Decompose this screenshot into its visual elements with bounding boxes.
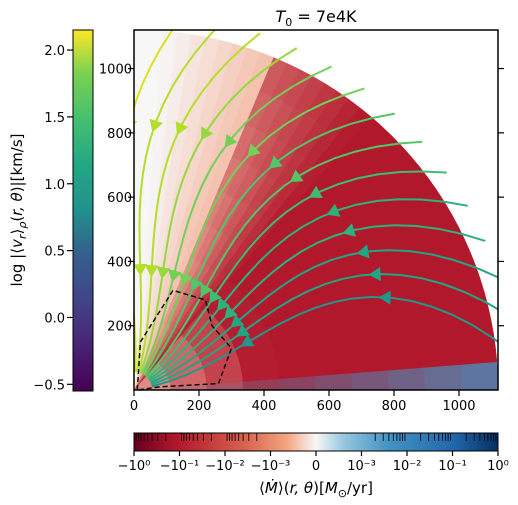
streamline-arrow xyxy=(209,289,222,304)
streamline xyxy=(137,32,261,373)
x-tick-label: 400 xyxy=(252,399,277,414)
massflux-colorbar-tick-label: 10⁰ xyxy=(487,459,509,474)
massflux-colorbar-tick-label: −10⁰ xyxy=(118,459,151,474)
y-tick-label: 600 xyxy=(107,191,132,206)
streamline xyxy=(147,170,447,380)
streamline-arrow xyxy=(156,266,171,280)
massflux-colorbar-tick-label: −10⁻² xyxy=(205,459,245,474)
heatmap-cell xyxy=(388,378,426,390)
streamline-arrow xyxy=(269,155,283,169)
streamline-arrow xyxy=(308,185,323,199)
heatmap-cell xyxy=(134,30,149,67)
streamline xyxy=(144,112,395,377)
heatmap-cell xyxy=(134,101,146,139)
y-axis-ticks: 200 400 600 800 1000 xyxy=(99,63,504,335)
streamline-arrow xyxy=(168,269,182,283)
velocity-colorbar-tick-label: 1.0 xyxy=(44,178,65,193)
massflux-colorbar xyxy=(133,432,499,452)
y-tick-label: 800 xyxy=(107,127,132,142)
heatmap xyxy=(134,30,498,390)
streamline xyxy=(145,140,423,378)
streamline-arrow xyxy=(368,267,382,282)
streamline-arrow xyxy=(247,143,261,158)
streamline xyxy=(151,295,498,388)
streamline-arrow xyxy=(326,203,341,217)
streamline-arrow xyxy=(240,334,255,347)
streamline-arrow xyxy=(179,272,193,287)
streamline-arrow xyxy=(200,283,213,297)
velocity-colorbar-tick-label: 0.0 xyxy=(44,311,65,326)
streamline-arrow xyxy=(289,169,304,183)
velocity-colorbar-tick-label: 1.5 xyxy=(44,111,65,126)
x-tick-label: 600 xyxy=(317,399,342,414)
streamline-arrow xyxy=(378,290,391,305)
massflux-colorbar-tick-label: −10⁻³ xyxy=(251,459,291,474)
massflux-colorbar-minor-ticks xyxy=(135,433,497,441)
velocity-colorbar-tick-label: −0.5 xyxy=(33,378,65,393)
y-tick-label: 200 xyxy=(107,320,132,335)
massflux-colorbar-tick-label: 10⁻² xyxy=(393,459,422,474)
massflux-colorbar-tick-label: 0 xyxy=(312,459,320,474)
streamline xyxy=(149,224,486,383)
velocity-colorbar-tick-label: 2.0 xyxy=(44,44,65,59)
y-tick-label: 1000 xyxy=(99,63,132,78)
streamline xyxy=(148,198,468,381)
streamline xyxy=(151,273,498,386)
streamline-arrow xyxy=(190,277,203,292)
velocity-colorbar-label: log |⟨vr⟩ρ(r, θ)|[km/s] xyxy=(8,134,29,287)
streamline-arrow xyxy=(224,305,238,319)
velocity-colorbar-tick-label: 0.5 xyxy=(44,245,65,260)
plot-frame xyxy=(133,29,499,391)
streamline-arrow xyxy=(342,223,356,237)
heatmap-cell xyxy=(461,375,498,390)
x-tick-label: 800 xyxy=(382,399,407,414)
heatmap-cell xyxy=(134,137,145,175)
massflux-colorbar-tick-label: −10⁻¹ xyxy=(160,459,200,474)
heatmap-cell xyxy=(424,377,462,390)
massflux-colorbar-label: ⟨Ṁ⟩(r, θ)[M⊙/yr] xyxy=(259,478,373,500)
streamlines xyxy=(134,30,498,388)
streamline-arrow xyxy=(175,121,189,136)
heatmap-cell xyxy=(351,379,390,390)
streamline xyxy=(142,87,365,376)
streamline-arrow xyxy=(217,297,231,311)
streamline xyxy=(136,30,217,373)
heatmap-cell xyxy=(134,65,148,103)
massflux-colorbar-tick-label: 10⁻³ xyxy=(347,459,376,474)
streamline xyxy=(141,65,333,375)
streamline-arrow xyxy=(224,133,238,148)
velocity-colorbar-ticks: −0.5 0.0 0.5 1.0 1.5 2.0 xyxy=(33,44,73,393)
velocity-colorbar xyxy=(72,29,94,392)
x-tick-label: 0 xyxy=(130,399,138,414)
massflux-colorbar-ticks: −10⁰ −10⁻¹ −10⁻² −10⁻³ 0 10⁻³ 10⁻² 10⁻¹ 10⁰ xyxy=(118,451,509,474)
streamline-arrow xyxy=(149,118,163,133)
streamline-arrow xyxy=(236,324,250,337)
chart-title: T0 = 7e4K xyxy=(275,7,357,29)
y-tick-label: 400 xyxy=(107,255,132,270)
streamline xyxy=(139,47,298,374)
streamline-arrow xyxy=(201,126,214,141)
streamline-arrow xyxy=(356,244,370,259)
dashed-contour xyxy=(136,289,233,390)
streamline xyxy=(134,30,174,373)
x-tick-label: 1000 xyxy=(442,399,475,414)
streamline-arrow xyxy=(134,120,138,126)
x-tick-label: 200 xyxy=(187,399,212,414)
streamline xyxy=(150,249,498,384)
plot-area xyxy=(134,30,498,390)
massflux-colorbar-tick-label: 10⁻¹ xyxy=(438,459,467,474)
streamline-arrow xyxy=(144,264,159,278)
streamline-arrow xyxy=(134,263,148,277)
streamline-arrow xyxy=(230,314,245,328)
x-axis-ticks: 0 200 400 600 800 1000 xyxy=(130,390,476,414)
